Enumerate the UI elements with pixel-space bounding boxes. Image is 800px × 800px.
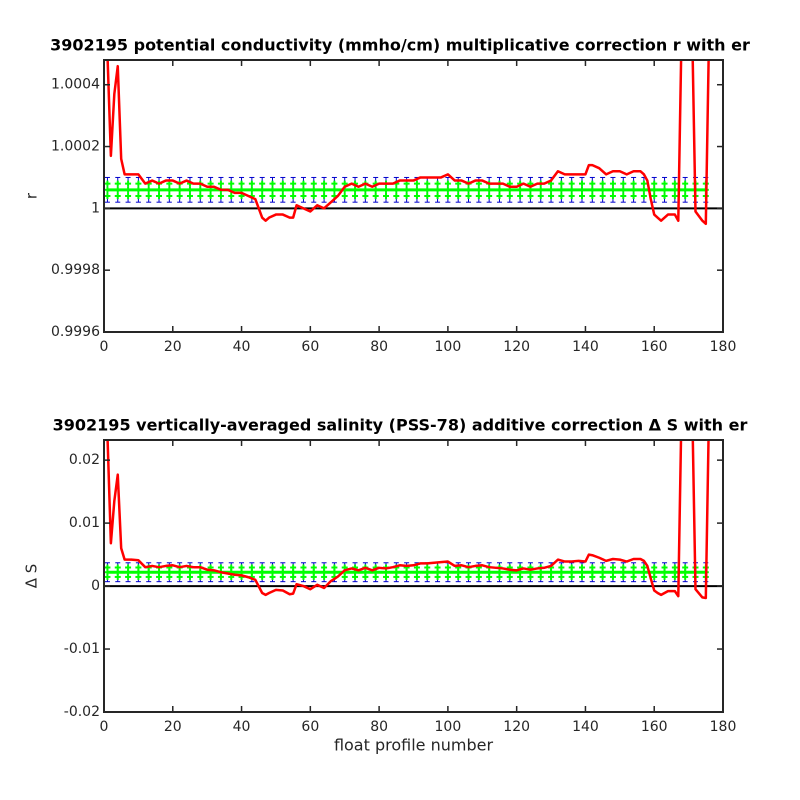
x-tick-label: 60 <box>301 339 319 355</box>
y-tick-label: 1.0004 <box>51 77 100 93</box>
axes-box <box>103 439 724 713</box>
green-marker <box>671 180 678 199</box>
x-tick-label: 40 <box>233 339 251 355</box>
y-tick-label: 0.9998 <box>51 262 100 278</box>
x-tick-label: 0 <box>100 339 109 355</box>
x-tick-label: 120 <box>503 339 530 355</box>
x-tick-label: 140 <box>572 719 599 735</box>
data-line <box>106 60 710 226</box>
chart-title: 3902195 potential conductivity (mmho/cm)… <box>50 36 750 55</box>
y-tick-label: 0 <box>91 578 100 594</box>
plot-area <box>104 60 723 332</box>
x-tick-label: 180 <box>710 719 737 735</box>
x-tick-label: 0 <box>100 719 109 735</box>
y-tick-label: 0.02 <box>69 452 100 468</box>
x-tick-label: 20 <box>164 339 182 355</box>
subplot: 0 20 40 60 80 100 120 140 160 180 0.9996 0.9998 1 1.0… <box>23 36 750 356</box>
y-tick-label: -0.01 <box>64 641 100 657</box>
x-tick-label: 160 <box>641 719 668 735</box>
x-tick-label: 80 <box>370 339 388 355</box>
y-axis-label: Δ S <box>23 564 41 589</box>
x-tick-label: 180 <box>710 339 737 355</box>
plot-content <box>104 440 723 600</box>
subplot: 0 20 40 60 80 100 120 140 160 180 -0.02 -0.01 0 0.01 0… <box>23 416 748 755</box>
x-tick-label: 140 <box>572 339 599 355</box>
plot-content <box>104 60 723 226</box>
x-tick-label: 120 <box>503 719 530 735</box>
x-tick-label: 20 <box>164 719 182 735</box>
y-tick-label: 0.01 <box>69 515 100 531</box>
x-tick-label: 160 <box>641 339 668 355</box>
green-marker <box>259 180 266 199</box>
chart-title: 3902195 vertically-averaged salinity (PS… <box>53 416 748 435</box>
data-line <box>106 440 710 600</box>
x-tick-label: 100 <box>435 719 462 735</box>
x-tick-label: 40 <box>233 719 251 735</box>
y-axis-label: r <box>23 192 41 199</box>
x-axis-label: float profile number <box>334 736 494 755</box>
y-tick-label: 1.0002 <box>51 139 100 155</box>
y-tick-label: -0.02 <box>64 704 100 720</box>
axes-box <box>103 59 724 333</box>
x-tick-label: 60 <box>301 719 319 735</box>
x-tick-label: 80 <box>370 719 388 735</box>
y-tick-label: 1 <box>91 200 100 216</box>
x-tick-label: 100 <box>435 339 462 355</box>
plot-area <box>104 440 723 712</box>
y-tick-label: 0.9996 <box>51 324 100 340</box>
